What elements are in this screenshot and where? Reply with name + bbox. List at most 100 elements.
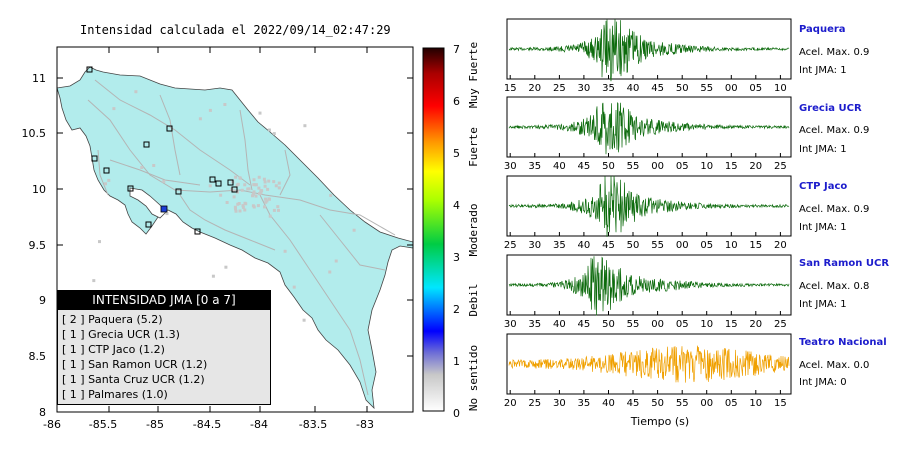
jma-value: 1 bbox=[840, 299, 847, 310]
legend-text: San Ramon UCR (1.2) bbox=[88, 358, 208, 371]
lat-axis-labels: 11 10.5 10 9.5 9 8.5 8 bbox=[22, 72, 47, 419]
waveform-tick-label: 15 bbox=[504, 83, 517, 94]
trace-accel: Acel. Max. 0.8 bbox=[799, 281, 869, 292]
jma-value: 1 bbox=[840, 144, 847, 155]
lon-axis-labels: -86 -85.5 -85 -84.5 -84 -83.5 -83 bbox=[43, 418, 374, 431]
station-dot bbox=[234, 209, 238, 213]
lon-tick-3: -84.5 bbox=[193, 418, 221, 431]
station-dot bbox=[267, 179, 271, 183]
station-dot bbox=[107, 178, 111, 182]
waveform-tick-label: 35 bbox=[528, 319, 541, 330]
legend-bracket: [ 1 ] bbox=[62, 358, 85, 371]
waveform-tick-label: 20 bbox=[504, 398, 517, 409]
station-dot bbox=[329, 193, 333, 197]
legend-row: [ 1 ] Palmares (1.0) bbox=[62, 388, 168, 402]
trace-station-name: Paquera bbox=[799, 24, 846, 35]
cbar-tick-2: 2 bbox=[453, 303, 460, 316]
station-dot bbox=[240, 188, 244, 192]
station-dot bbox=[302, 318, 306, 322]
station-dot bbox=[234, 207, 237, 211]
waveform-panels: 15 20 25 30 35 40 45 50 55 00 05 10 30 35 40 45 50 55 00 05… bbox=[504, 18, 792, 409]
waveform-tick-label: 50 bbox=[602, 161, 615, 172]
accel-prefix: Acel. Max. bbox=[799, 47, 851, 58]
station-dot bbox=[263, 205, 266, 209]
waveform-tick-label: 25 bbox=[774, 319, 787, 330]
station-dot bbox=[252, 205, 256, 209]
jma-value: 1 bbox=[840, 222, 847, 233]
station-dot bbox=[225, 201, 229, 204]
map-title: Intensidad calculada el 2022/09/14_02:47… bbox=[80, 23, 391, 37]
waveform-tick-label: 20 bbox=[749, 319, 762, 330]
station-dot bbox=[238, 209, 242, 213]
colorbar: 7 6 5 4 3 2 1 0 No sentido Debil Moderad… bbox=[422, 42, 480, 420]
trace-jma: Int JMA: 1 bbox=[799, 222, 847, 233]
legend-text: Grecia UCR (1.3) bbox=[88, 328, 180, 341]
cbar-tick-5: 5 bbox=[453, 147, 460, 160]
station-dot bbox=[152, 164, 156, 167]
station-dot bbox=[328, 270, 332, 274]
station-dot bbox=[251, 192, 255, 196]
waveform-tick-label: 30 bbox=[504, 161, 517, 172]
waveform-tick-label: 15 bbox=[774, 398, 787, 409]
waveform-tick-label: 15 bbox=[749, 240, 762, 251]
station-dot bbox=[232, 195, 236, 199]
intensity-legend: INTENSIDAD JMA [0 a 7] [ 2 ] Paquera (5.… bbox=[57, 290, 271, 405]
waveform-tick-label: 20 bbox=[774, 240, 787, 251]
station-dot bbox=[243, 183, 247, 187]
station-dot bbox=[233, 205, 237, 209]
waveform-tick-label: 55 bbox=[700, 83, 713, 94]
trace-accel: Acel. Max. 0.9 bbox=[799, 125, 869, 136]
trace-station-name: Teatro Nacional bbox=[799, 337, 887, 348]
lon-tick-1: -85.5 bbox=[89, 418, 117, 431]
waveform-tick-label: 50 bbox=[651, 398, 664, 409]
station-dot bbox=[252, 178, 256, 182]
waveform-tick-label: 45 bbox=[578, 319, 591, 330]
colorbar-tick-labels: 7 6 5 4 3 2 1 0 bbox=[453, 43, 460, 420]
waveform-tick-label: 10 bbox=[700, 161, 713, 172]
waveform-tick-label: 40 bbox=[602, 398, 615, 409]
map-frame bbox=[56, 46, 414, 413]
accel-prefix: Acel. Max. bbox=[799, 281, 851, 292]
waveform-tick-label: 20 bbox=[749, 161, 762, 172]
trace-accel: Acel. Max. 0.9 bbox=[799, 47, 869, 58]
waveform-trace bbox=[508, 256, 790, 316]
station-dot bbox=[224, 265, 228, 269]
waveform-tick-label: 45 bbox=[578, 161, 591, 172]
station-dot bbox=[238, 176, 242, 180]
cbar-tick-1: 1 bbox=[453, 355, 460, 368]
station-dot bbox=[208, 108, 212, 112]
waveform-panel: 25 30 35 40 45 50 55 00 05 10 15 20 bbox=[504, 175, 792, 251]
paquera-station-marker bbox=[160, 205, 168, 213]
station-dot bbox=[256, 204, 260, 208]
station-dot bbox=[272, 180, 276, 184]
legend-row: [ 2 ] Paquera (5.2) bbox=[62, 313, 163, 327]
lon-tick-0: -86 bbox=[43, 418, 61, 431]
waveform-tick-label: 10 bbox=[774, 83, 787, 94]
lat-tick-4: 9 bbox=[39, 294, 46, 307]
legend-bracket: [ 1 ] bbox=[62, 373, 85, 386]
waveform-tick-label: 45 bbox=[602, 240, 615, 251]
trace-station-name: CTP Jaco bbox=[799, 181, 848, 192]
station-dot bbox=[234, 175, 238, 179]
lat-tick-1: 10.5 bbox=[22, 127, 47, 140]
cbar-tick-0: 0 bbox=[453, 407, 460, 420]
station-dot bbox=[243, 208, 247, 212]
station-dot bbox=[236, 182, 240, 186]
waveform-xlabel: Tiempo (s) bbox=[630, 415, 690, 428]
waveform-tick-label: 50 bbox=[676, 83, 689, 94]
accel-prefix: Acel. Max. bbox=[799, 125, 851, 136]
station-dot bbox=[252, 190, 256, 194]
station-dot bbox=[243, 201, 247, 205]
station-dot bbox=[92, 279, 96, 283]
lat-tick-6: 8 bbox=[39, 406, 46, 419]
waveform-panel: 30 35 40 45 50 55 00 05 10 15 20 25 bbox=[504, 96, 792, 172]
waveform-tick-label: 25 bbox=[504, 240, 517, 251]
waveform-tick-label: 05 bbox=[700, 240, 713, 251]
cbar-tick-3: 3 bbox=[453, 251, 460, 264]
waveform-tick-label: 40 bbox=[553, 319, 566, 330]
station-dot bbox=[352, 228, 356, 232]
waveform-tick-label: 15 bbox=[725, 319, 738, 330]
trace-jma: Int JMA: 1 bbox=[799, 65, 847, 76]
waveform-tick-label: 55 bbox=[627, 161, 640, 172]
legend-text: CTP Jaco (1.2) bbox=[88, 343, 165, 356]
